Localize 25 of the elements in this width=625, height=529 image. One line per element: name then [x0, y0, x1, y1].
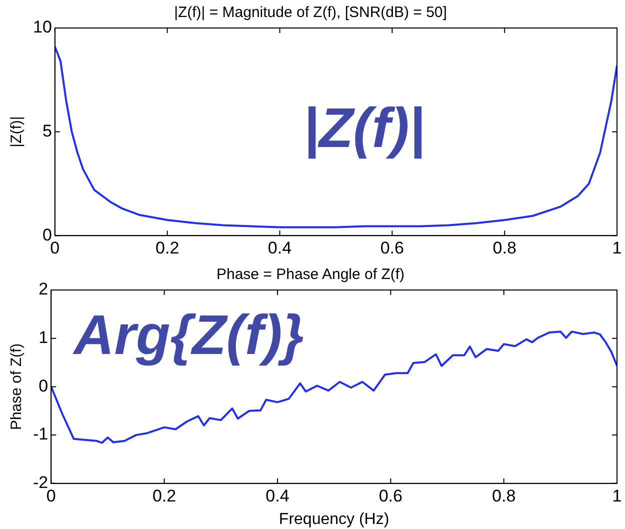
x-tick-label: 0.2 — [152, 486, 176, 506]
annotation: Arg{Z(f)} — [72, 302, 304, 366]
y-tick-label: 0 — [38, 376, 48, 396]
x-tick-label: 0.4 — [266, 486, 290, 506]
x-tick-label: 0.6 — [378, 486, 402, 506]
y-tick-label: 5 — [42, 121, 52, 140]
y-axis-title: Phase of Z(f) — [8, 343, 26, 430]
x-tick-label: 1 — [612, 238, 622, 258]
y-axis-title: |Z(f)| — [8, 116, 26, 148]
y-tick-label: 2 — [38, 280, 48, 299]
chart-title: Phase = Phase Angle of Z(f) — [216, 266, 405, 284]
x-tick-label: 0.8 — [492, 238, 516, 258]
x-tick-label: 1 — [612, 486, 622, 506]
x-tick-label: 0.8 — [492, 486, 516, 506]
y-tick-label: 1 — [38, 328, 48, 348]
annotation: |Z(f)| — [303, 96, 425, 160]
y-tick-label: 0 — [42, 225, 52, 244]
y-tick-label: -2 — [32, 473, 48, 492]
x-tick-label: 0.4 — [268, 238, 292, 258]
y-tick-label: 10 — [32, 18, 52, 37]
chart-title: |Z(f)| = Magnitude of Z(f), [SNR(dB) = 50] — [174, 4, 447, 22]
y-tick-label: -1 — [32, 424, 48, 444]
x-tick-label: 0.6 — [380, 238, 404, 258]
x-tick-label: 0.2 — [156, 238, 180, 258]
x-axis-title: Frequency (Hz) — [278, 510, 390, 528]
